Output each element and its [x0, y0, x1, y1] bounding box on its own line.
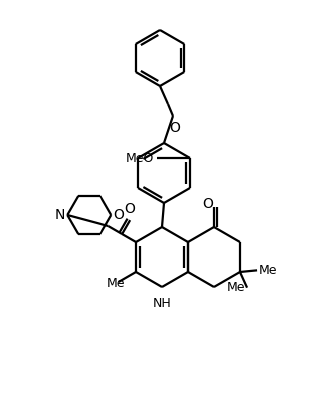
- Text: O: O: [125, 202, 135, 216]
- Text: Me: Me: [107, 277, 125, 290]
- Text: N: N: [55, 208, 65, 222]
- Text: Me: Me: [259, 264, 277, 277]
- Text: O: O: [170, 121, 180, 135]
- Text: O: O: [113, 208, 124, 222]
- Text: MeO: MeO: [126, 152, 154, 164]
- Text: O: O: [202, 197, 214, 211]
- Text: Me: Me: [227, 281, 245, 294]
- Text: NH: NH: [153, 297, 171, 310]
